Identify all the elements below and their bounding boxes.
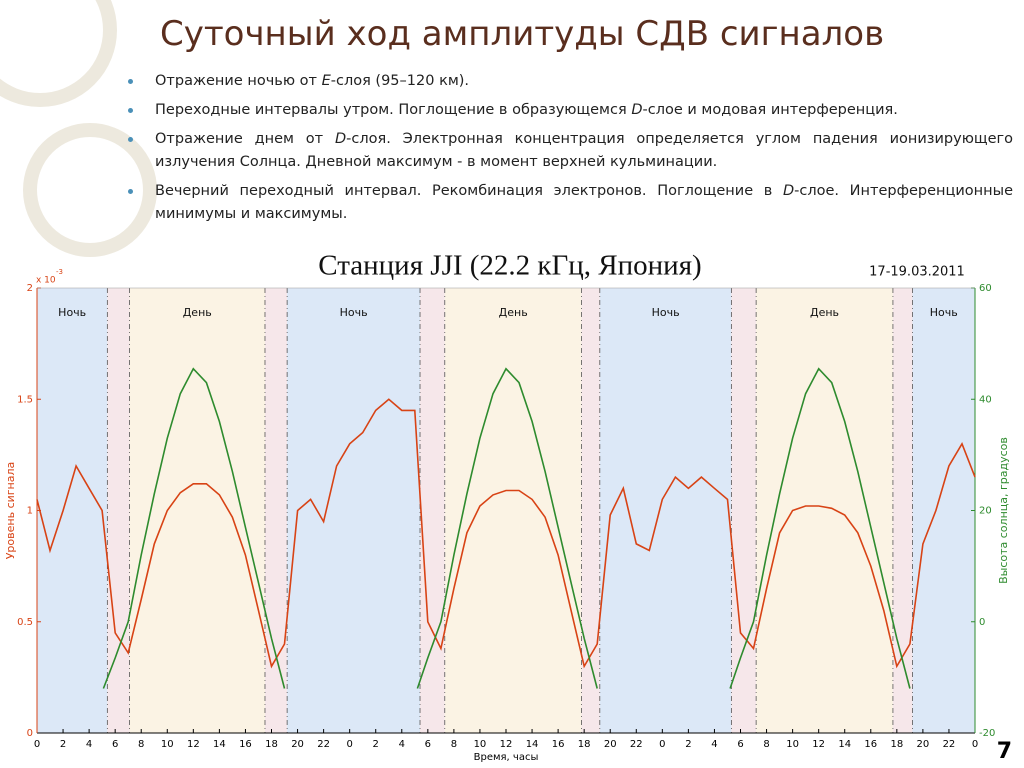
region	[37, 288, 108, 733]
x-tick-label: 20	[604, 739, 617, 750]
x-tick-label: 20	[291, 739, 304, 750]
x-tick-label: 6	[737, 739, 743, 750]
bullet-text: D	[334, 131, 347, 147]
chart-subtitle: 17-19.03.2011	[869, 265, 965, 280]
x-tick-label: 14	[838, 739, 851, 750]
x-tick-label: 0	[346, 739, 352, 750]
x-tick-label: 0	[659, 739, 665, 750]
bullet: Вечерний переходный интервал. Рекомбинац…	[128, 180, 1013, 226]
x-tick-label: 22	[943, 739, 956, 750]
region	[107, 288, 130, 733]
y2-tick-label: 0	[979, 617, 985, 628]
x-tick-label: 4	[711, 739, 717, 750]
x-tick-label: 8	[138, 739, 144, 750]
bullet-text: D	[631, 102, 643, 118]
bullet: Отражение ночью от E-слоя (95–120 км).	[128, 70, 1013, 93]
x-tick-label: 14	[526, 739, 539, 750]
y2-tick-label: 20	[979, 506, 992, 517]
bullet-text: Переходные интервалы утром. Поглощение в…	[155, 102, 632, 118]
bullet-text: Отражение днем от	[155, 131, 335, 147]
region-label: День	[499, 306, 528, 319]
y-multiplier: x 10	[36, 276, 56, 286]
decoration	[0, 0, 157, 257]
y-tick-label: 2	[27, 283, 33, 294]
x-tick-label: 0	[34, 739, 40, 750]
bullet-text: Отражение ночью от	[155, 73, 322, 89]
y2-tick-label: 40	[979, 394, 992, 405]
series-line	[102, 367, 911, 689]
bullet-text: -слое и модовая интерференция.	[642, 102, 898, 118]
x-tick-label: 16	[864, 739, 877, 750]
x-tick-label: 0	[972, 739, 978, 750]
y-axis-label: Уровень сигнала	[4, 462, 17, 560]
slide-title: Суточный ход амплитуды СДВ сигналов	[160, 14, 885, 54]
region	[264, 288, 288, 733]
x-tick-label: 8	[451, 739, 457, 750]
x-tick-label: 10	[474, 739, 487, 750]
page-number: 7	[996, 739, 1012, 764]
region	[892, 288, 913, 733]
region-label: Ночь	[652, 306, 680, 319]
bullet-text: E	[321, 73, 331, 89]
x-tick-label: 2	[373, 739, 379, 750]
region-label: День	[810, 306, 839, 319]
x-tick-label: 14	[213, 739, 226, 750]
x-tick-label: 6	[425, 739, 431, 750]
bullet-text: -слое. Интерференционные минимумы и макс…	[155, 183, 1013, 222]
x-tick-label: 8	[763, 739, 769, 750]
region-label: Ночь	[930, 306, 958, 319]
region	[599, 288, 732, 733]
region-label: Ночь	[58, 306, 86, 319]
region	[756, 288, 893, 733]
bullet-text: Вечерний переходный интервал. Рекомбинац…	[155, 183, 783, 199]
bullet-text: -слоя. Электронная концентрация определя…	[155, 131, 1013, 170]
bullet-text: -слоя (95–120 км).	[330, 73, 470, 89]
region	[731, 288, 757, 733]
x-tick-label: 12	[500, 739, 513, 750]
x-tick-label: 22	[630, 739, 643, 750]
x-tick-label: 16	[552, 739, 565, 750]
y-multiplier-exp: -3	[56, 268, 63, 276]
y2-tick-label: -20	[979, 728, 995, 739]
region-label: День	[183, 306, 212, 319]
y-tick-label: 0	[27, 728, 33, 739]
x-tick-label: 12	[187, 739, 200, 750]
x-tick-label: 10	[786, 739, 799, 750]
series-line	[36, 398, 976, 669]
bullet-list: Отражение ночью от E-слоя (95–120 км). Пе…	[128, 70, 1013, 232]
region	[287, 288, 421, 733]
y-tick-label: 1	[27, 506, 33, 517]
x-tick-label: 4	[86, 739, 92, 750]
x-tick-label: 10	[161, 739, 174, 750]
x-tick-label: 16	[239, 739, 252, 750]
y-tick-label: 1.5	[17, 394, 33, 405]
x-axis-label: Время, часы	[474, 752, 539, 763]
x-tick-label: 22	[317, 739, 330, 750]
region	[581, 288, 600, 733]
y-tick-label: 0.5	[17, 617, 33, 628]
x-tick-label: 18	[890, 739, 903, 750]
x-tick-label: 18	[265, 739, 278, 750]
region	[420, 288, 445, 733]
region-label: Ночь	[340, 306, 368, 319]
y2-tick-label: 60	[979, 283, 992, 294]
region	[129, 288, 265, 733]
x-tick-label: 2	[685, 739, 691, 750]
x-tick-label: 2	[60, 739, 66, 750]
bullet: Отражение днем от D-слоя. Электронная ко…	[128, 128, 1013, 174]
bullet-text: D	[782, 183, 795, 199]
x-tick-label: 4	[399, 739, 405, 750]
bullet: Переходные интервалы утром. Поглощение в…	[128, 99, 1013, 122]
x-tick-label: 6	[112, 739, 118, 750]
region	[912, 288, 975, 733]
chart-title: Станция JJI (22.2 кГц, Япония)	[318, 250, 701, 282]
x-tick-label: 12	[812, 739, 825, 750]
region	[444, 288, 582, 733]
x-tick-label: 18	[578, 739, 591, 750]
x-tick-label: 20	[917, 739, 930, 750]
y2-axis-label: Высота солнца, градусов	[997, 437, 1010, 584]
